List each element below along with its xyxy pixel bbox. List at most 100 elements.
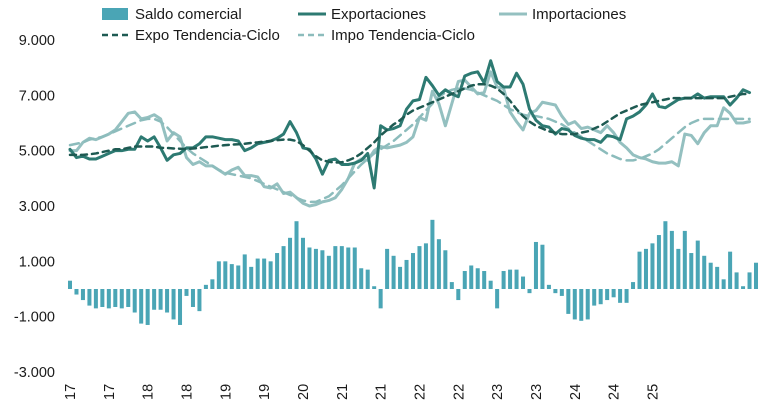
legend-swatch [102, 8, 128, 20]
bar-saldo [669, 230, 674, 289]
x-axis: 17 17 18 18 19 19 20 21 21 22 22 23 23 24 24 25 [63, 384, 662, 400]
bar-saldo [469, 265, 474, 289]
x-tick-label: 22 [451, 384, 467, 400]
bar-saldo [637, 251, 642, 289]
legend-item-1: Saldo comercial [102, 6, 242, 23]
bar-saldo [80, 289, 85, 301]
bar-saldo [631, 282, 636, 289]
x-tick-label: 23 [529, 384, 545, 400]
line-series [68, 59, 752, 208]
legend-label: Importaciones [532, 6, 626, 23]
x-tick-label: 21 [335, 384, 351, 400]
bar-saldo [197, 289, 202, 312]
x-tick-label: 23 [490, 384, 506, 400]
bar-saldo [74, 289, 79, 295]
bar-saldo [378, 289, 383, 309]
bar-saldo [741, 286, 746, 289]
bar-saldo [676, 248, 681, 289]
bar-saldo [605, 289, 610, 301]
bar-saldo [281, 246, 286, 289]
bar-saldo [423, 243, 428, 289]
bar-saldo [540, 244, 545, 289]
bar-saldo [482, 271, 487, 289]
bar-saldo [229, 264, 234, 289]
bar-saldo [152, 289, 157, 310]
x-tick-label: 18 [180, 384, 196, 400]
bar-saldo [546, 284, 551, 289]
bar-saldo [178, 289, 183, 325]
bar-saldo [533, 241, 538, 289]
y-tick-label: 7.000 [19, 88, 55, 104]
bar-saldo [462, 271, 467, 289]
line-exportaciones [68, 59, 752, 190]
bar-saldo [514, 269, 519, 289]
y-tick-label: -1.000 [14, 310, 55, 326]
y-tick-label: 3.000 [19, 199, 55, 215]
bar-saldo [566, 289, 571, 314]
bar-saldo [236, 265, 241, 289]
bar-saldo [682, 230, 687, 289]
bar-saldo [365, 269, 370, 289]
bar-saldo [410, 253, 416, 289]
bar-saldo [326, 255, 331, 289]
bar-saldo [734, 272, 739, 289]
bar-saldo [113, 289, 118, 307]
bar-saldo [87, 289, 92, 306]
bar-saldo [158, 289, 163, 310]
bar-saldo [456, 289, 461, 301]
legend-label: Saldo comercial [135, 6, 242, 23]
y-tick-label: -3.000 [14, 365, 55, 381]
bar-series-saldo [67, 219, 759, 325]
bar-saldo [132, 289, 137, 313]
bar-saldo [210, 279, 215, 289]
bar-saldo [663, 221, 668, 289]
bar-saldo [346, 247, 351, 289]
x-tick-label: 17 [102, 384, 118, 400]
bar-saldo [139, 289, 144, 324]
legend-item-5: Impo Tendencia-Ciclo [298, 27, 475, 44]
x-tick-label: 20 [296, 384, 312, 400]
bar-saldo [585, 289, 590, 320]
bar-saldo [67, 280, 73, 289]
bar-saldo [320, 250, 325, 289]
bar-saldo [106, 289, 111, 309]
bar-saldo [443, 250, 448, 289]
legend-item-2: Exportaciones [298, 6, 426, 23]
bar-saldo [203, 284, 208, 289]
bar-saldo [715, 266, 720, 289]
bar-saldo [352, 247, 357, 289]
bar-saldo [262, 258, 267, 289]
bar-saldo [695, 240, 700, 289]
y-axis: 9.000 7.000 5.000 3.000 1.000 -1.000 -3.000 [14, 33, 55, 381]
bar-saldo [501, 271, 506, 289]
bar-saldo [650, 243, 655, 289]
bar-saldo [294, 221, 299, 289]
bar-saldo [598, 289, 603, 305]
bar-saldo [165, 289, 170, 313]
bar-saldo [488, 280, 493, 289]
bar-saldo [708, 262, 713, 289]
bar-saldo [359, 268, 364, 289]
bar-saldo [249, 266, 254, 289]
bar-saldo [119, 289, 124, 309]
x-tick-label: 19 [218, 384, 234, 400]
bar-saldo [449, 282, 454, 289]
x-tick-label: 19 [257, 384, 273, 400]
bar-saldo [398, 266, 403, 289]
bar-saldo [702, 255, 707, 289]
line-impo-tendencia [68, 87, 751, 204]
legend-item-4: Expo Tendencia-Ciclo [102, 27, 280, 44]
bar-saldo [184, 289, 189, 296]
legend-label: Exportaciones [331, 6, 426, 23]
legend-label: Impo Tendencia-Ciclo [331, 27, 475, 44]
bar-saldo [288, 237, 293, 289]
bar-saldo [689, 253, 694, 289]
bar-saldo [223, 261, 228, 289]
x-tick-label: 24 [568, 384, 584, 400]
bar-saldo [417, 246, 422, 289]
line-expo-tendencia [68, 83, 751, 164]
bar-saldo [721, 279, 726, 289]
bar-saldo [728, 251, 733, 289]
bar-saldo [508, 269, 513, 289]
bar-saldo [242, 254, 247, 289]
